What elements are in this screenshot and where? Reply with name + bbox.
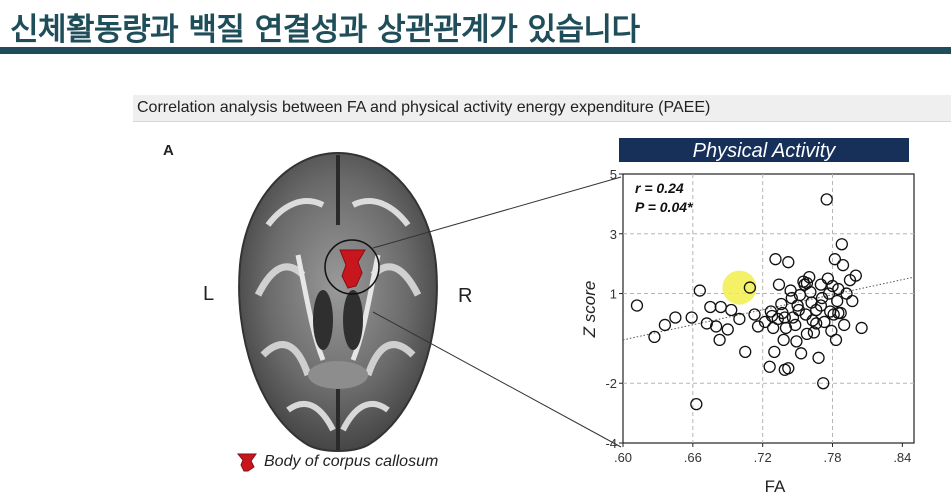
- x-tick-label: .78: [823, 450, 841, 465]
- right-hemisphere-label: R: [458, 285, 473, 307]
- data-point-73: [849, 269, 862, 282]
- stat-r: r = 0.24: [635, 180, 684, 196]
- y-tick-label: 5: [610, 167, 617, 182]
- data-point-81: [814, 299, 828, 312]
- x-tick-label: .72: [754, 450, 772, 465]
- data-point-43: [800, 327, 814, 341]
- data-point-19: [758, 315, 772, 329]
- data-point-9: [709, 320, 723, 333]
- data-point-36: [790, 335, 803, 348]
- data-point-39: [794, 347, 808, 360]
- data-point-15: [739, 345, 752, 358]
- data-point-17: [748, 308, 761, 321]
- data-point-1: [648, 330, 661, 344]
- legend-label: Body of corpus callosum: [264, 453, 439, 470]
- data-point-68: [836, 259, 850, 272]
- data-point-80: [792, 303, 805, 317]
- slide-title: 신체활동량과 백질 연결성과 상관관계가 있습니다: [10, 12, 640, 48]
- highlight-marker: [722, 270, 757, 305]
- data-point-4: [685, 311, 698, 324]
- data-point-82: [832, 306, 845, 320]
- figure-caption: Correlation analysis between FA and phys…: [137, 99, 711, 116]
- x-axis-label: FA: [765, 477, 786, 496]
- data-point-55: [820, 193, 833, 206]
- stat-p: P = 0.04*: [635, 199, 693, 215]
- x-tick-label: .84: [893, 450, 911, 465]
- data-point-79: [778, 311, 791, 324]
- data-point-13: [725, 303, 738, 317]
- data-point-52: [815, 291, 829, 305]
- x-tick-label: .66: [684, 450, 702, 465]
- data-point-31: [782, 256, 795, 269]
- data-point-69: [838, 318, 851, 332]
- data-point-76: [782, 362, 795, 375]
- data-point-72: [846, 294, 859, 308]
- data-point-2: [658, 318, 672, 332]
- chart-title-band: [619, 138, 909, 162]
- data-point-20: [764, 305, 777, 318]
- data-point-24: [769, 253, 782, 266]
- panel-letter: A: [163, 142, 174, 159]
- trend-line: [622, 276, 915, 341]
- data-point-51: [814, 278, 828, 291]
- data-point-62: [828, 253, 841, 266]
- scatter-chart: Physical Activity .60 .66 .72 .78 .84 5 3 1 -2 -…: [580, 138, 915, 496]
- data-point-54: [818, 315, 831, 329]
- data-point-5: [693, 284, 706, 297]
- plot-area: [622, 173, 915, 444]
- y-tick-label: 1: [610, 287, 617, 302]
- y-axis-label: Z score: [580, 281, 599, 339]
- y-tick-label: -4: [605, 436, 617, 451]
- data-point-16: [743, 281, 757, 294]
- data-point-12: [721, 323, 734, 336]
- y-tick-label: 3: [610, 227, 617, 242]
- data-point-75: [763, 360, 776, 373]
- y-tick-label: -2: [605, 376, 617, 391]
- data-point-67: [835, 238, 848, 251]
- data-point-7: [700, 317, 713, 330]
- x-tick-label: .60: [614, 450, 632, 465]
- title-underline: [0, 47, 951, 54]
- data-point-77: [800, 276, 814, 290]
- chart-title: Physical Activity: [693, 140, 837, 162]
- data-point-64: [831, 294, 844, 308]
- data-point-14: [733, 312, 746, 326]
- figure-panel: Correlation analysis between FA and phys…: [133, 95, 951, 500]
- data-point-48: [807, 326, 821, 339]
- caption-bar: Correlation analysis between FA and phys…: [133, 95, 951, 122]
- data-point-10: [713, 333, 726, 347]
- data-point-63: [829, 333, 843, 347]
- data-point-6: [690, 397, 703, 411]
- data-point-0: [630, 299, 644, 312]
- data-point-26: [775, 297, 788, 311]
- data-point-49: [810, 303, 823, 317]
- data-point-35: [789, 318, 802, 332]
- data-point-18: [751, 320, 765, 333]
- data-point-23: [768, 345, 781, 358]
- data-point-25: [772, 278, 786, 291]
- data-point-60: [826, 279, 839, 293]
- data-point-50: [812, 351, 825, 364]
- roi-circle: [324, 239, 380, 295]
- data-point-74: [855, 321, 868, 335]
- data-point-83: [771, 312, 784, 326]
- corpus-callosum-legend-icon: [236, 453, 257, 472]
- data-point-44: [803, 270, 816, 284]
- data-point-3: [669, 311, 682, 324]
- left-hemisphere-label: L: [203, 283, 215, 305]
- data-point-78: [810, 317, 823, 330]
- corpus-callosum-roi: [339, 249, 366, 289]
- data-point-42: [799, 308, 812, 321]
- data-point-28: [777, 333, 790, 347]
- data-point-53: [817, 377, 830, 390]
